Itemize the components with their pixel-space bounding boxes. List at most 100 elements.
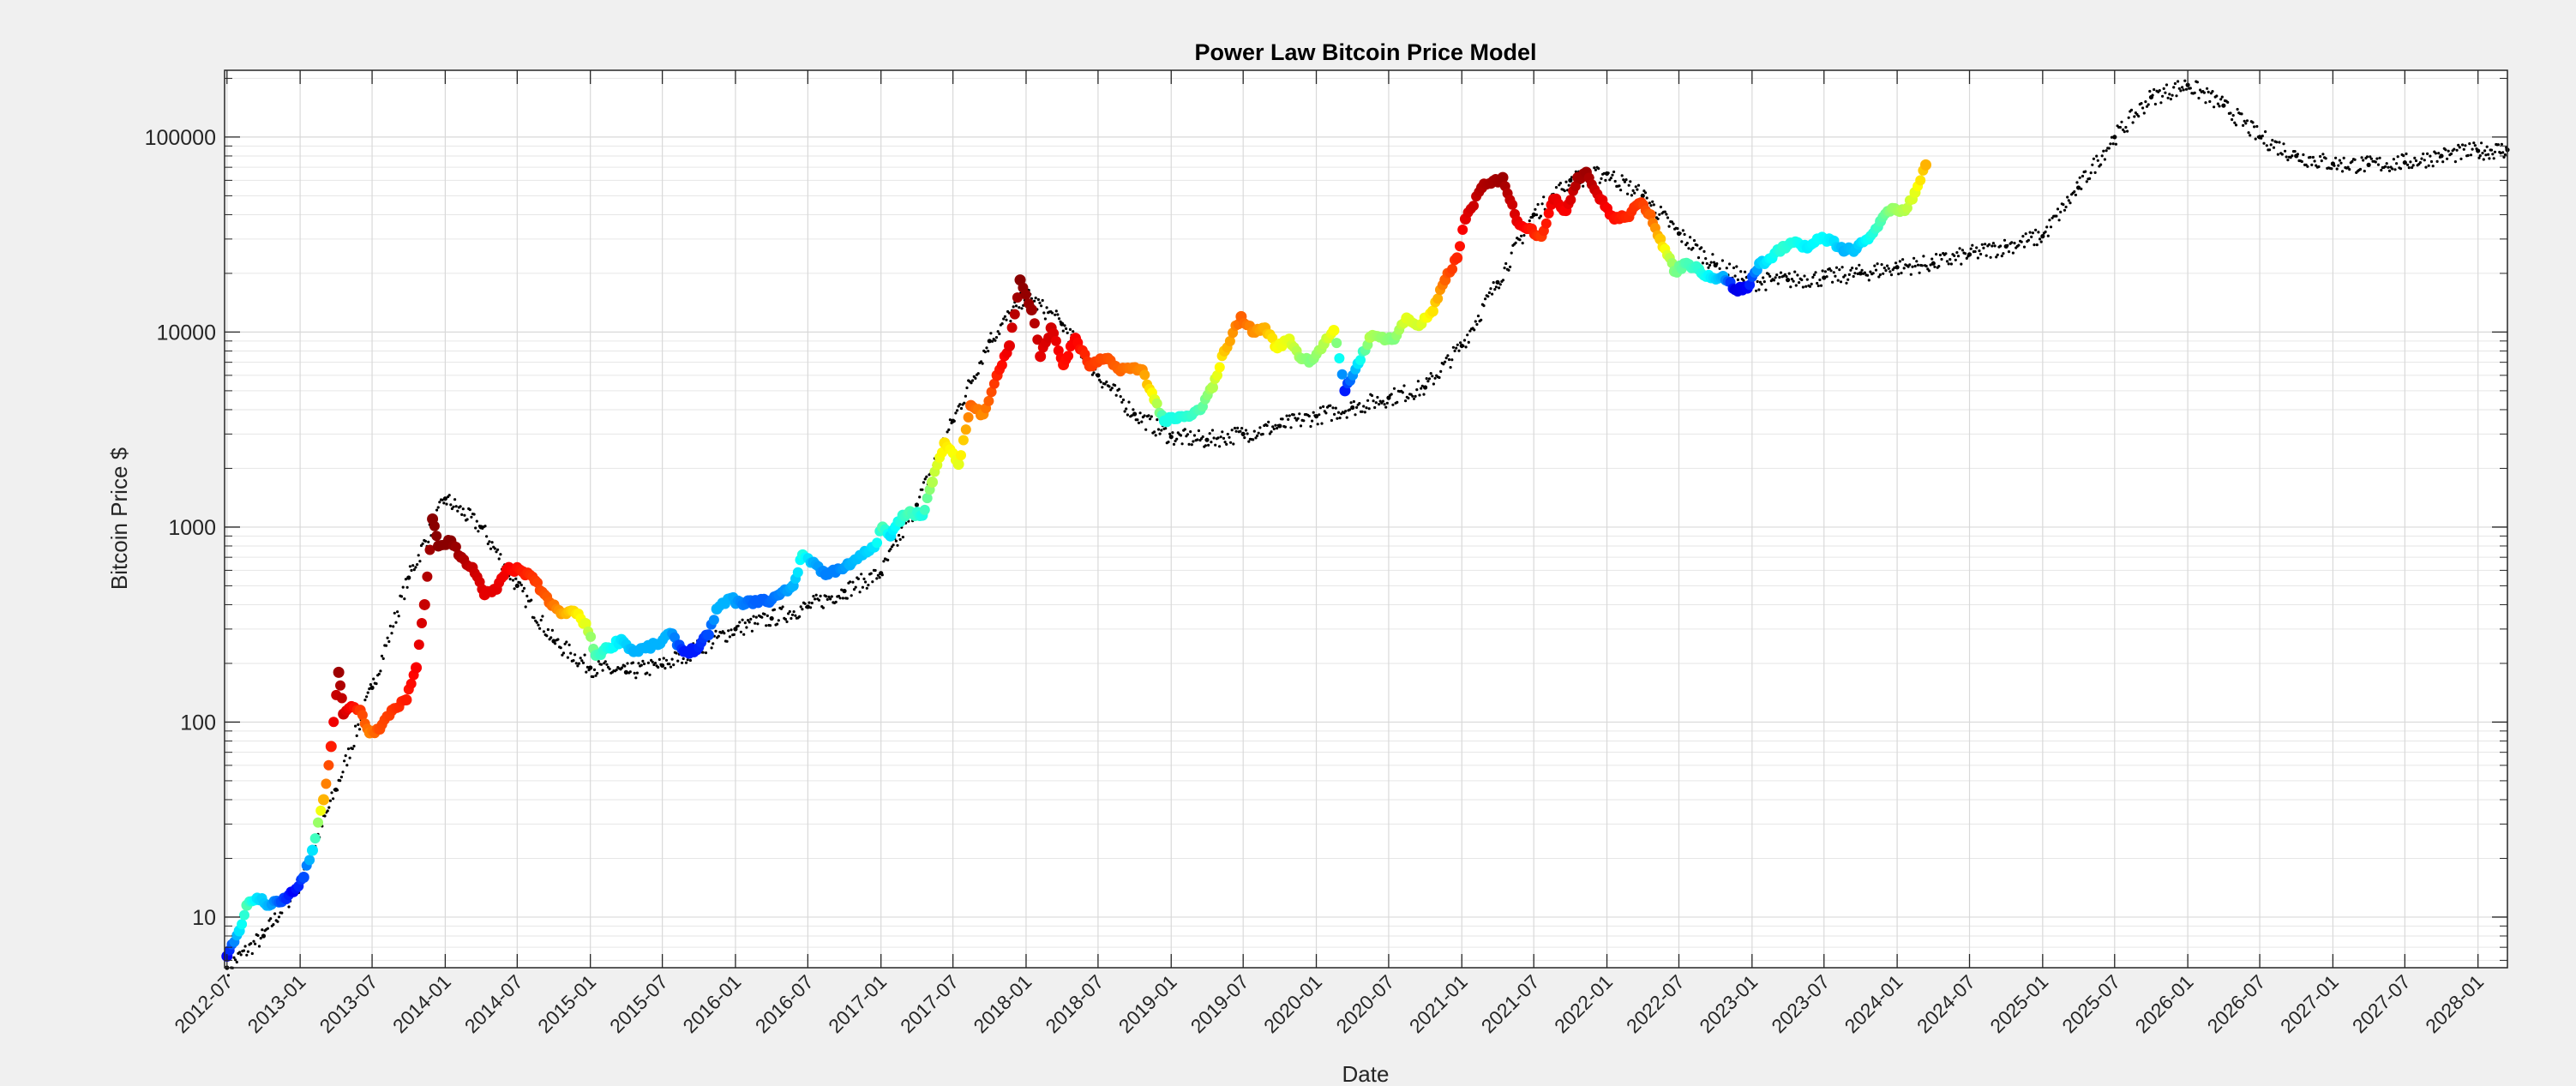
model-point [1860, 268, 1864, 272]
model-point [1274, 423, 1277, 427]
model-point [1531, 212, 1536, 218]
model-point [1796, 273, 1799, 277]
model-point [2220, 95, 2224, 99]
model-point [1225, 442, 1228, 447]
model-point [2280, 153, 2284, 156]
model-point [1554, 186, 1558, 189]
model-point [2462, 147, 2465, 151]
model-point [1160, 429, 1163, 432]
major-grid [225, 70, 2507, 968]
model-point [950, 421, 953, 425]
model-point [1938, 253, 1942, 257]
model-point [1947, 262, 1950, 266]
model-point [1801, 285, 1804, 289]
model-point [723, 632, 726, 635]
model-point [2075, 181, 2079, 184]
plot-area [225, 70, 2507, 968]
model-point [2140, 102, 2143, 105]
model-point [1604, 178, 1607, 182]
price-point [450, 542, 461, 552]
model-point [1507, 268, 1510, 272]
model-point [1140, 420, 1144, 423]
model-point [1412, 397, 1416, 400]
model-point [970, 381, 973, 385]
x-tick-label: 2022-07 [1622, 970, 1689, 1037]
model-point [1299, 424, 1303, 428]
model-point [2260, 136, 2263, 140]
model-point [2153, 87, 2156, 92]
model-point [2457, 143, 2460, 147]
model-point [727, 629, 730, 633]
model-point [1366, 399, 1370, 402]
model-point [1243, 436, 1246, 440]
price-point [323, 759, 334, 771]
model-point [1320, 422, 1324, 425]
model-point [2185, 82, 2190, 87]
model-point [1056, 313, 1060, 316]
model-point [2189, 87, 2192, 90]
model-point [1494, 285, 1498, 289]
model-point [2078, 176, 2081, 179]
price-point [585, 631, 597, 642]
model-point [781, 605, 784, 609]
x-tick-label: 2016-07 [751, 970, 818, 1037]
model-point [631, 661, 635, 664]
model-point [1370, 393, 1374, 398]
model-point [1889, 273, 1894, 277]
model-point [1915, 260, 1918, 263]
model-point [401, 585, 405, 589]
model-point [394, 621, 398, 624]
model-point [2017, 243, 2021, 247]
model-point [2384, 165, 2387, 168]
model-point [1372, 399, 1375, 403]
model-point [856, 577, 861, 581]
model-point [1466, 333, 1469, 337]
model-point [1831, 280, 1834, 284]
model-point [392, 625, 395, 628]
model-point [1869, 270, 1872, 273]
model-point [538, 627, 542, 630]
model-point [1158, 432, 1162, 435]
model-point [1666, 216, 1670, 219]
model-point [2496, 143, 2500, 147]
price-point [960, 424, 971, 435]
model-point [1785, 275, 1788, 279]
model-point [2164, 91, 2167, 94]
model-point [2088, 177, 2092, 180]
model-point [634, 676, 638, 680]
model-point [592, 668, 597, 672]
model-point [1233, 426, 1237, 430]
model-point [886, 558, 890, 562]
model-point [1234, 429, 1238, 433]
model-point [2362, 159, 2365, 162]
model-point [445, 502, 448, 506]
model-point [1954, 258, 1957, 261]
model-point [238, 951, 242, 954]
price-point [1212, 369, 1222, 381]
model-point [1352, 399, 1355, 404]
model-point [2414, 159, 2418, 163]
model-point [1929, 263, 1932, 267]
model-point [1818, 278, 1822, 282]
model-point [357, 728, 362, 731]
model-point [489, 547, 493, 550]
model-point [2296, 153, 2299, 156]
model-point [2245, 119, 2249, 123]
model-point [2244, 122, 2248, 125]
price-point [927, 476, 939, 488]
model-point [659, 663, 663, 667]
model-point [417, 554, 420, 557]
model-point [239, 953, 243, 957]
model-point [710, 646, 713, 650]
model-point [777, 619, 780, 622]
model-point [475, 519, 478, 523]
model-point [2231, 114, 2235, 117]
model-point [1050, 311, 1054, 315]
model-point [569, 651, 573, 655]
model-point [686, 658, 689, 662]
model-point [587, 669, 591, 672]
model-point [1501, 279, 1505, 282]
model-point [341, 771, 345, 774]
model-point [736, 624, 740, 627]
model-point [1120, 400, 1124, 404]
